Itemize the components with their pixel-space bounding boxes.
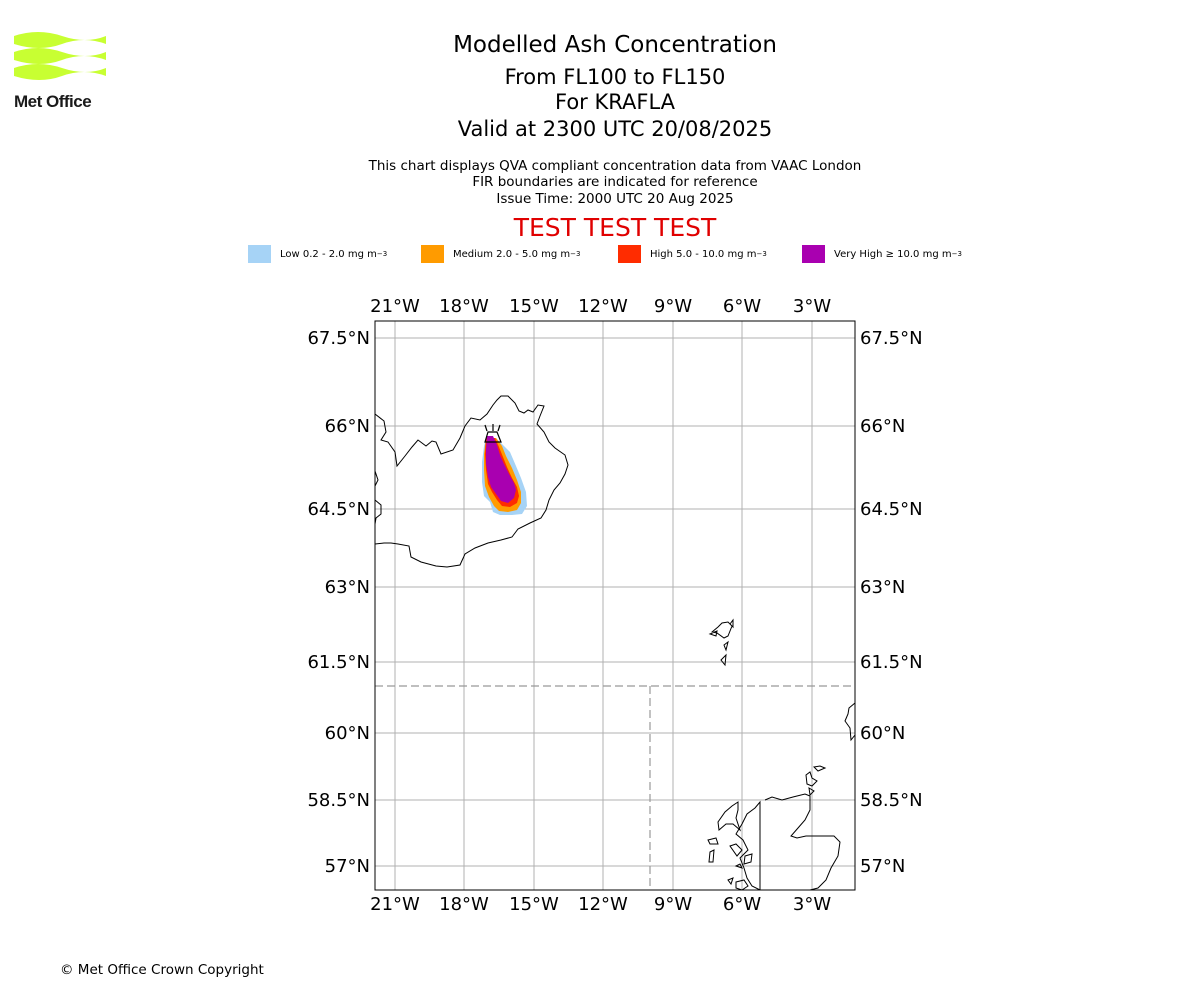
- legend-label-low: Low 0.2 - 2.0 mg m: [280, 248, 377, 260]
- issue-time: Issue Time: 2000 UTC 20 Aug 2025: [496, 191, 734, 207]
- lat-label-64-5n-right: 64.5°N: [860, 499, 923, 520]
- ash-plume: [482, 436, 527, 515]
- lat-label-63n-right: 63°N: [860, 577, 905, 598]
- legend-label-medium: Medium 2.0 - 5.0 mg m: [453, 248, 571, 260]
- legend-item-very-high: Very High ≥ 10.0 mg m −3: [802, 244, 962, 264]
- level-range: From FL100 to FL150: [504, 65, 726, 89]
- lat-label-60n-right: 60°N: [860, 723, 905, 744]
- fir-note: FIR boundaries are indicated for referen…: [472, 174, 758, 190]
- ash-very-high: [486, 436, 516, 503]
- coast-shetland: [844, 702, 855, 742]
- legend-exp-very-high: −3: [951, 250, 962, 258]
- legend-exp-low: −3: [376, 250, 388, 258]
- coast-iceland: [375, 395, 569, 568]
- legend-swatch-medium: [421, 245, 444, 263]
- lat-label-61-5n-right: 61.5°N: [860, 652, 923, 673]
- legend-item-low: Low 0.2 - 2.0 mg m −3: [248, 244, 387, 264]
- lon-label-9w-top: 9°W: [654, 296, 692, 317]
- lat-label-64-5n-left: 64.5°N: [307, 499, 370, 520]
- lat-label-58-5n-right: 58.5°N: [860, 790, 923, 811]
- lat-label-63n-left: 63°N: [325, 577, 370, 598]
- lon-label-12w-top: 12°W: [578, 296, 628, 317]
- legend-swatch-low: [248, 245, 271, 263]
- legend-label-high: High 5.0 - 10.0 mg m: [650, 248, 757, 260]
- lat-label-61-5n-left: 61.5°N: [307, 652, 370, 673]
- lon-label-6w-bottom: 6°W: [723, 894, 761, 915]
- copyright: © Met Office Crown Copyright: [60, 962, 264, 978]
- legend-item-medium: Medium 2.0 - 5.0 mg m −3: [421, 244, 580, 264]
- lat-label-67-5n-left: 67.5°N: [307, 328, 370, 349]
- lon-label-3w-top: 3°W: [793, 296, 831, 317]
- fir-boundary: [375, 685, 855, 890]
- coast-scotland: [707, 793, 841, 890]
- lon-label-15w-bottom: 15°W: [509, 894, 559, 915]
- lon-label-15w-top: 15°W: [509, 296, 559, 317]
- coast-faroes: [708, 618, 734, 667]
- lat-label-57n-left: 57°N: [325, 856, 370, 877]
- volcano-icon: [484, 424, 502, 443]
- legend-item-high: High 5.0 - 10.0 mg m −3: [618, 244, 767, 264]
- lat-label-66n-left: 66°N: [325, 416, 370, 437]
- map-frame: [374, 320, 856, 891]
- lat-label-66n-right: 66°N: [860, 416, 905, 437]
- legend-exp-medium: −3: [570, 250, 581, 258]
- lat-labels-left: 67.5°N 66°N 64.5°N 63°N 61.5°N 60°N 58.5…: [307, 328, 370, 877]
- legend-exp-high: −3: [756, 250, 767, 258]
- graticule: [375, 321, 855, 890]
- lat-labels-right: 67.5°N 66°N 64.5°N 63°N 61.5°N 60°N 58.5…: [860, 328, 923, 877]
- lon-label-9w-bottom: 9°W: [654, 894, 692, 915]
- lon-labels-top: 21°W 18°W 15°W 12°W 9°W 6°W 3°W: [370, 296, 831, 317]
- coast-iceland-west: [375, 470, 382, 525]
- test-banner: TEST TEST TEST: [513, 213, 717, 242]
- coast-orkney: [805, 765, 827, 797]
- lon-label-21w-top: 21°W: [370, 296, 420, 317]
- lat-label-57n-right: 57°N: [860, 856, 905, 877]
- valid-time: Valid at 2300 UTC 20/08/2025: [457, 117, 773, 141]
- legend: Low 0.2 - 2.0 mg m −3 Medium 2.0 - 5.0 mg…: [0, 244, 1200, 264]
- met-office-logo: [14, 32, 106, 80]
- lat-label-60n-left: 60°N: [325, 723, 370, 744]
- legend-swatch-high: [618, 245, 641, 263]
- legend-label-very-high: Very High ≥ 10.0 mg m: [834, 248, 952, 260]
- volcano-name: For KRAFLA: [555, 90, 675, 114]
- lon-label-3w-bottom: 3°W: [793, 894, 831, 915]
- chart-title: Modelled Ash Concentration: [453, 32, 777, 58]
- legend-swatch-very-high: [802, 245, 825, 263]
- lon-label-6w-top: 6°W: [723, 296, 761, 317]
- lat-label-67-5n-right: 67.5°N: [860, 328, 923, 349]
- lon-label-12w-bottom: 12°W: [578, 894, 628, 915]
- coastlines: [375, 395, 855, 890]
- lon-label-18w-bottom: 18°W: [439, 894, 489, 915]
- logo-text: Met Office: [14, 92, 92, 111]
- lon-label-18w-top: 18°W: [439, 296, 489, 317]
- lat-label-58-5n-left: 58.5°N: [307, 790, 370, 811]
- compliance-note: This chart displays QVA compliant concen…: [368, 158, 862, 174]
- lon-labels-bottom: 21°W 18°W 15°W 12°W 9°W 6°W 3°W: [370, 894, 831, 915]
- lon-label-21w-bottom: 21°W: [370, 894, 420, 915]
